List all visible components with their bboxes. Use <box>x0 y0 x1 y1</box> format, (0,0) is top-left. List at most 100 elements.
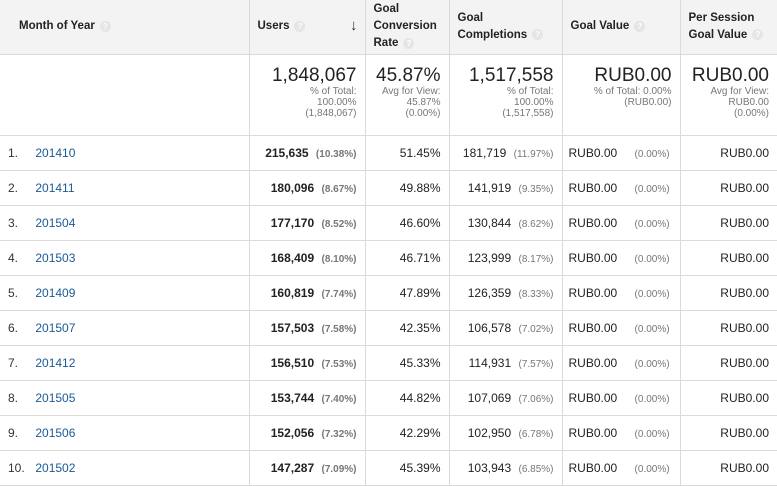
month-link[interactable]: 201503 <box>35 250 76 265</box>
month-link[interactable]: 201411 <box>35 180 75 195</box>
month-link[interactable]: 201502 <box>35 460 76 475</box>
total-caption: Avg for View: <box>381 85 441 97</box>
goal-value-percent: (0.00%) <box>634 463 670 475</box>
conversion-rate-value: 42.29% <box>399 425 441 440</box>
conversion-rate-value: 47.89% <box>399 285 441 300</box>
row-index: 5. <box>8 285 19 300</box>
month-link[interactable]: 201410 <box>35 145 76 160</box>
totals-per-session-goal-value: RUB0.00 Avg for View: RUB0.00 (0.00%) <box>679 53 777 136</box>
column-header-label: Completions <box>457 28 528 41</box>
completions-cell: 126,359 (8.33%) <box>448 274 563 311</box>
goal-value-percent: (0.00%) <box>634 148 670 160</box>
goal-value-cell: RUB0.00 (0.00%) <box>561 274 681 311</box>
conversion-rate-value: 51.45% <box>399 145 441 160</box>
column-header-label: Conversion <box>373 20 437 33</box>
column-header-label: Goal Value <box>570 20 630 33</box>
help-icon[interactable]: ? <box>752 29 764 41</box>
users-percent: (7.53%) <box>321 358 357 370</box>
users-percent: (7.09%) <box>321 463 357 475</box>
per-session-goal-value-value: RUB0.00 <box>720 145 769 160</box>
users-percent: (10.38%) <box>315 148 357 160</box>
column-header-goal-value[interactable]: Goal Value? <box>561 0 681 55</box>
goal-value-percent: (0.00%) <box>634 393 670 405</box>
conversion-rate-value: 42.35% <box>399 320 441 335</box>
month-cell: 5. 201409 <box>0 274 250 311</box>
month-link[interactable]: 201409 <box>35 285 76 300</box>
completions-cell: 130,844 (8.62%) <box>448 204 563 241</box>
month-cell: 6. 201507 <box>0 309 250 346</box>
goal-value-percent: (0.00%) <box>634 218 670 230</box>
users-cell: 152,056 (7.32%) <box>248 414 366 451</box>
row-index: 9. <box>8 425 19 440</box>
help-icon[interactable]: ? <box>532 29 544 41</box>
goal-value-percent: (0.00%) <box>634 358 670 370</box>
completions-value: 126,359 <box>467 285 512 300</box>
help-icon[interactable]: ? <box>294 20 306 32</box>
users-value: 157,503 <box>270 320 315 335</box>
goal-value-value: RUB0.00 <box>568 320 618 335</box>
month-link[interactable]: 201507 <box>35 320 76 335</box>
column-header-goal-conversion-rate[interactable]: Goal Conversion Rate? <box>364 0 450 55</box>
month-link[interactable]: 201504 <box>35 215 76 230</box>
goal-value-percent: (0.00%) <box>634 288 670 300</box>
per-session-goal-value-cell: RUB0.00 <box>679 239 777 276</box>
column-header-label: Goal Value <box>688 28 748 41</box>
conversion-rate-value: 45.33% <box>399 355 441 370</box>
completions-value: 103,943 <box>467 460 512 475</box>
per-session-goal-value-value: RUB0.00 <box>720 425 769 440</box>
table-row: 4. 201503 168,409 (8.10%) 46.71% 123,999… <box>0 239 777 276</box>
month-link[interactable]: 201506 <box>35 425 76 440</box>
per-session-goal-value-value: RUB0.00 <box>720 460 769 475</box>
conversion-rate-value: 46.71% <box>399 250 441 265</box>
goal-value-cell: RUB0.00 (0.00%) <box>561 239 681 276</box>
conversion-rate-cell: 44.82% <box>364 379 450 416</box>
column-header-month[interactable]: Month of Year? <box>0 0 250 55</box>
goal-value-cell: RUB0.00 (0.00%) <box>561 204 681 241</box>
month-link[interactable]: 201505 <box>35 390 76 405</box>
goal-value-value: RUB0.00 <box>568 145 618 160</box>
sort-descending-icon[interactable]: ↓ <box>350 17 358 34</box>
help-icon[interactable]: ? <box>99 20 111 32</box>
column-header-goal-completions[interactable]: Goal Completions? <box>448 0 563 55</box>
help-icon[interactable]: ? <box>634 20 646 32</box>
total-caption: (RUB0.00) <box>624 96 672 108</box>
users-value: 147,287 <box>270 460 315 475</box>
row-index: 6. <box>8 320 19 335</box>
column-header-users[interactable]: Users? ↓ <box>248 0 366 55</box>
users-cell: 156,510 (7.53%) <box>248 344 366 381</box>
total-caption: % of Total: <box>506 85 554 97</box>
month-link[interactable]: 201412 <box>35 355 76 370</box>
goal-value-value: RUB0.00 <box>568 215 618 230</box>
goal-value-cell: RUB0.00 (0.00%) <box>561 134 681 171</box>
column-header-label: Users <box>257 20 290 33</box>
users-percent: (7.74%) <box>321 288 357 300</box>
total-caption: RUB0.00 <box>728 96 769 108</box>
total-caption: (0.00%) <box>733 107 769 119</box>
total-caption: 100.00% <box>514 96 554 108</box>
totals-row: 1,848,067 % of Total: 100.00% (1,848,067… <box>0 53 777 136</box>
completions-percent: (8.17%) <box>518 253 554 265</box>
per-session-goal-value-cell: RUB0.00 <box>679 309 777 346</box>
help-icon[interactable]: ? <box>403 37 415 49</box>
completions-value: 106,578 <box>467 320 512 335</box>
users-value: 160,819 <box>270 285 315 300</box>
conversion-rate-cell: 46.60% <box>364 204 450 241</box>
completions-cell: 114,931 (7.57%) <box>448 344 563 381</box>
table-row: 5. 201409 160,819 (7.74%) 47.89% 126,359… <box>0 274 777 311</box>
month-cell: 8. 201505 <box>0 379 250 416</box>
table-row: 10. 201502 147,287 (7.09%) 45.39% 103,94… <box>0 449 777 486</box>
users-value: 215,635 <box>265 145 309 160</box>
users-percent: (7.32%) <box>321 428 357 440</box>
total-caption: (1,848,067) <box>305 107 357 119</box>
completions-percent: (6.85%) <box>518 463 554 475</box>
data-rows: 1. 201410 215,635 (10.38%) 51.45% 181,71… <box>0 134 777 486</box>
users-cell: 215,635 (10.38%) <box>248 134 366 171</box>
completions-percent: (11.97%) <box>513 148 554 160</box>
month-cell: 9. 201506 <box>0 414 250 451</box>
goal-value-cell: RUB0.00 (0.00%) <box>561 414 681 451</box>
column-header-per-session-goal-value[interactable]: Per Session Goal Value? <box>679 0 777 55</box>
column-header-label: Per Session <box>688 11 755 24</box>
goal-value-value: RUB0.00 <box>568 285 618 300</box>
total-caption: (0.00%) <box>405 107 441 119</box>
completions-percent: (7.02%) <box>518 323 554 335</box>
